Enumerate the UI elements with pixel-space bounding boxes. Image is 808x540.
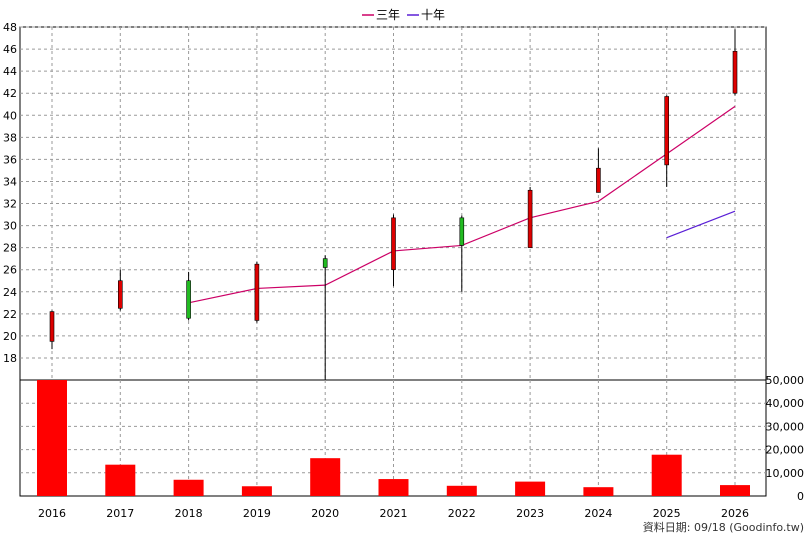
price-tick-label: 40 — [3, 109, 17, 122]
ten-year-line — [666, 210, 736, 239]
year-axis-ticks: 2016 2017 2018 2019 2020 2021 2022 2023 2024 2025… — [38, 507, 749, 520]
volume-tick-label: 10,000 — [766, 467, 805, 480]
volume-bar — [378, 479, 409, 496]
year-tick-label: 2018 — [175, 507, 203, 520]
price-axis-ticks: 18 20 22 24 26 28 30 32 34 36 38 40 42 44 46 48 — [3, 21, 17, 365]
price-tick-label: 22 — [3, 308, 17, 321]
candle-body — [459, 217, 465, 246]
price-tick-label: 46 — [3, 43, 17, 56]
year-tick-label: 2016 — [38, 507, 66, 520]
candle-body — [186, 280, 191, 319]
price-tick-label: 26 — [3, 264, 17, 277]
candle-body — [596, 167, 601, 193]
candle-body — [527, 189, 533, 248]
candle-body — [664, 96, 670, 166]
legend-label-three-year: 三年 — [376, 8, 400, 22]
year-tick-label: 2026 — [721, 507, 749, 520]
legend: 三年 十年 — [362, 8, 445, 22]
volume-tick-label: 40,000 — [766, 397, 805, 410]
price-tick-label: 42 — [3, 87, 17, 100]
candle-body — [732, 50, 738, 94]
volume-tick-label: 30,000 — [766, 420, 805, 433]
year-tick-label: 2020 — [311, 507, 339, 520]
volume-bar — [173, 479, 204, 496]
candle-body — [322, 258, 328, 268]
volume-bar — [310, 458, 341, 496]
volume-tick-label: 20,000 — [766, 444, 805, 457]
volume-bars — [37, 380, 750, 496]
price-tick-label: 38 — [3, 131, 17, 144]
year-tick-label: 2022 — [448, 507, 476, 520]
year-tick-label: 2017 — [106, 507, 134, 520]
volume-bar — [583, 487, 614, 496]
price-tick-label: 48 — [3, 21, 17, 34]
volume-axis-ticks: 0 10,000 20,000 30,000 40,000 50,000 — [766, 374, 805, 503]
candle-body — [118, 280, 123, 309]
year-tick-label: 2024 — [584, 507, 612, 520]
volume-bar — [446, 485, 477, 496]
candle-body — [49, 311, 55, 342]
year-tick-label: 2025 — [653, 507, 681, 520]
price-tick-label: 18 — [3, 352, 17, 365]
price-tick-label: 36 — [3, 153, 17, 166]
price-tick-label: 34 — [3, 175, 17, 188]
legend-label-ten-year: 十年 — [421, 8, 445, 22]
volume-bar — [720, 485, 750, 496]
candle-body — [254, 263, 260, 321]
price-tick-label: 30 — [3, 220, 17, 233]
data-date-footer: 資料日期: 09/18 (Goodinfo.tw) — [643, 520, 804, 534]
price-tick-label: 24 — [3, 286, 17, 299]
candle-body — [391, 217, 396, 270]
volume-bar — [105, 464, 136, 496]
candles — [49, 29, 738, 380]
price-tick-label: 44 — [3, 65, 17, 78]
volume-bar — [651, 454, 682, 496]
year-tick-label: 2023 — [516, 507, 544, 520]
volume-bar — [241, 486, 272, 496]
volume-tick-label: 0 — [797, 490, 804, 503]
price-tick-label: 28 — [3, 242, 17, 255]
price-tick-label: 20 — [3, 330, 17, 343]
year-tick-label: 2021 — [380, 507, 408, 520]
volume-bar — [515, 481, 546, 496]
volume-tick-label: 50,000 — [766, 374, 805, 387]
volume-panel: 0 10,000 20,000 30,000 40,000 50,000 — [19, 374, 805, 503]
year-tick-label: 2019 — [243, 507, 271, 520]
price-tick-label: 32 — [3, 198, 17, 211]
volume-bar — [37, 380, 67, 496]
price-panel: 18 20 22 24 26 28 30 32 34 36 38 40 42 44 46 48 — [3, 21, 767, 381]
